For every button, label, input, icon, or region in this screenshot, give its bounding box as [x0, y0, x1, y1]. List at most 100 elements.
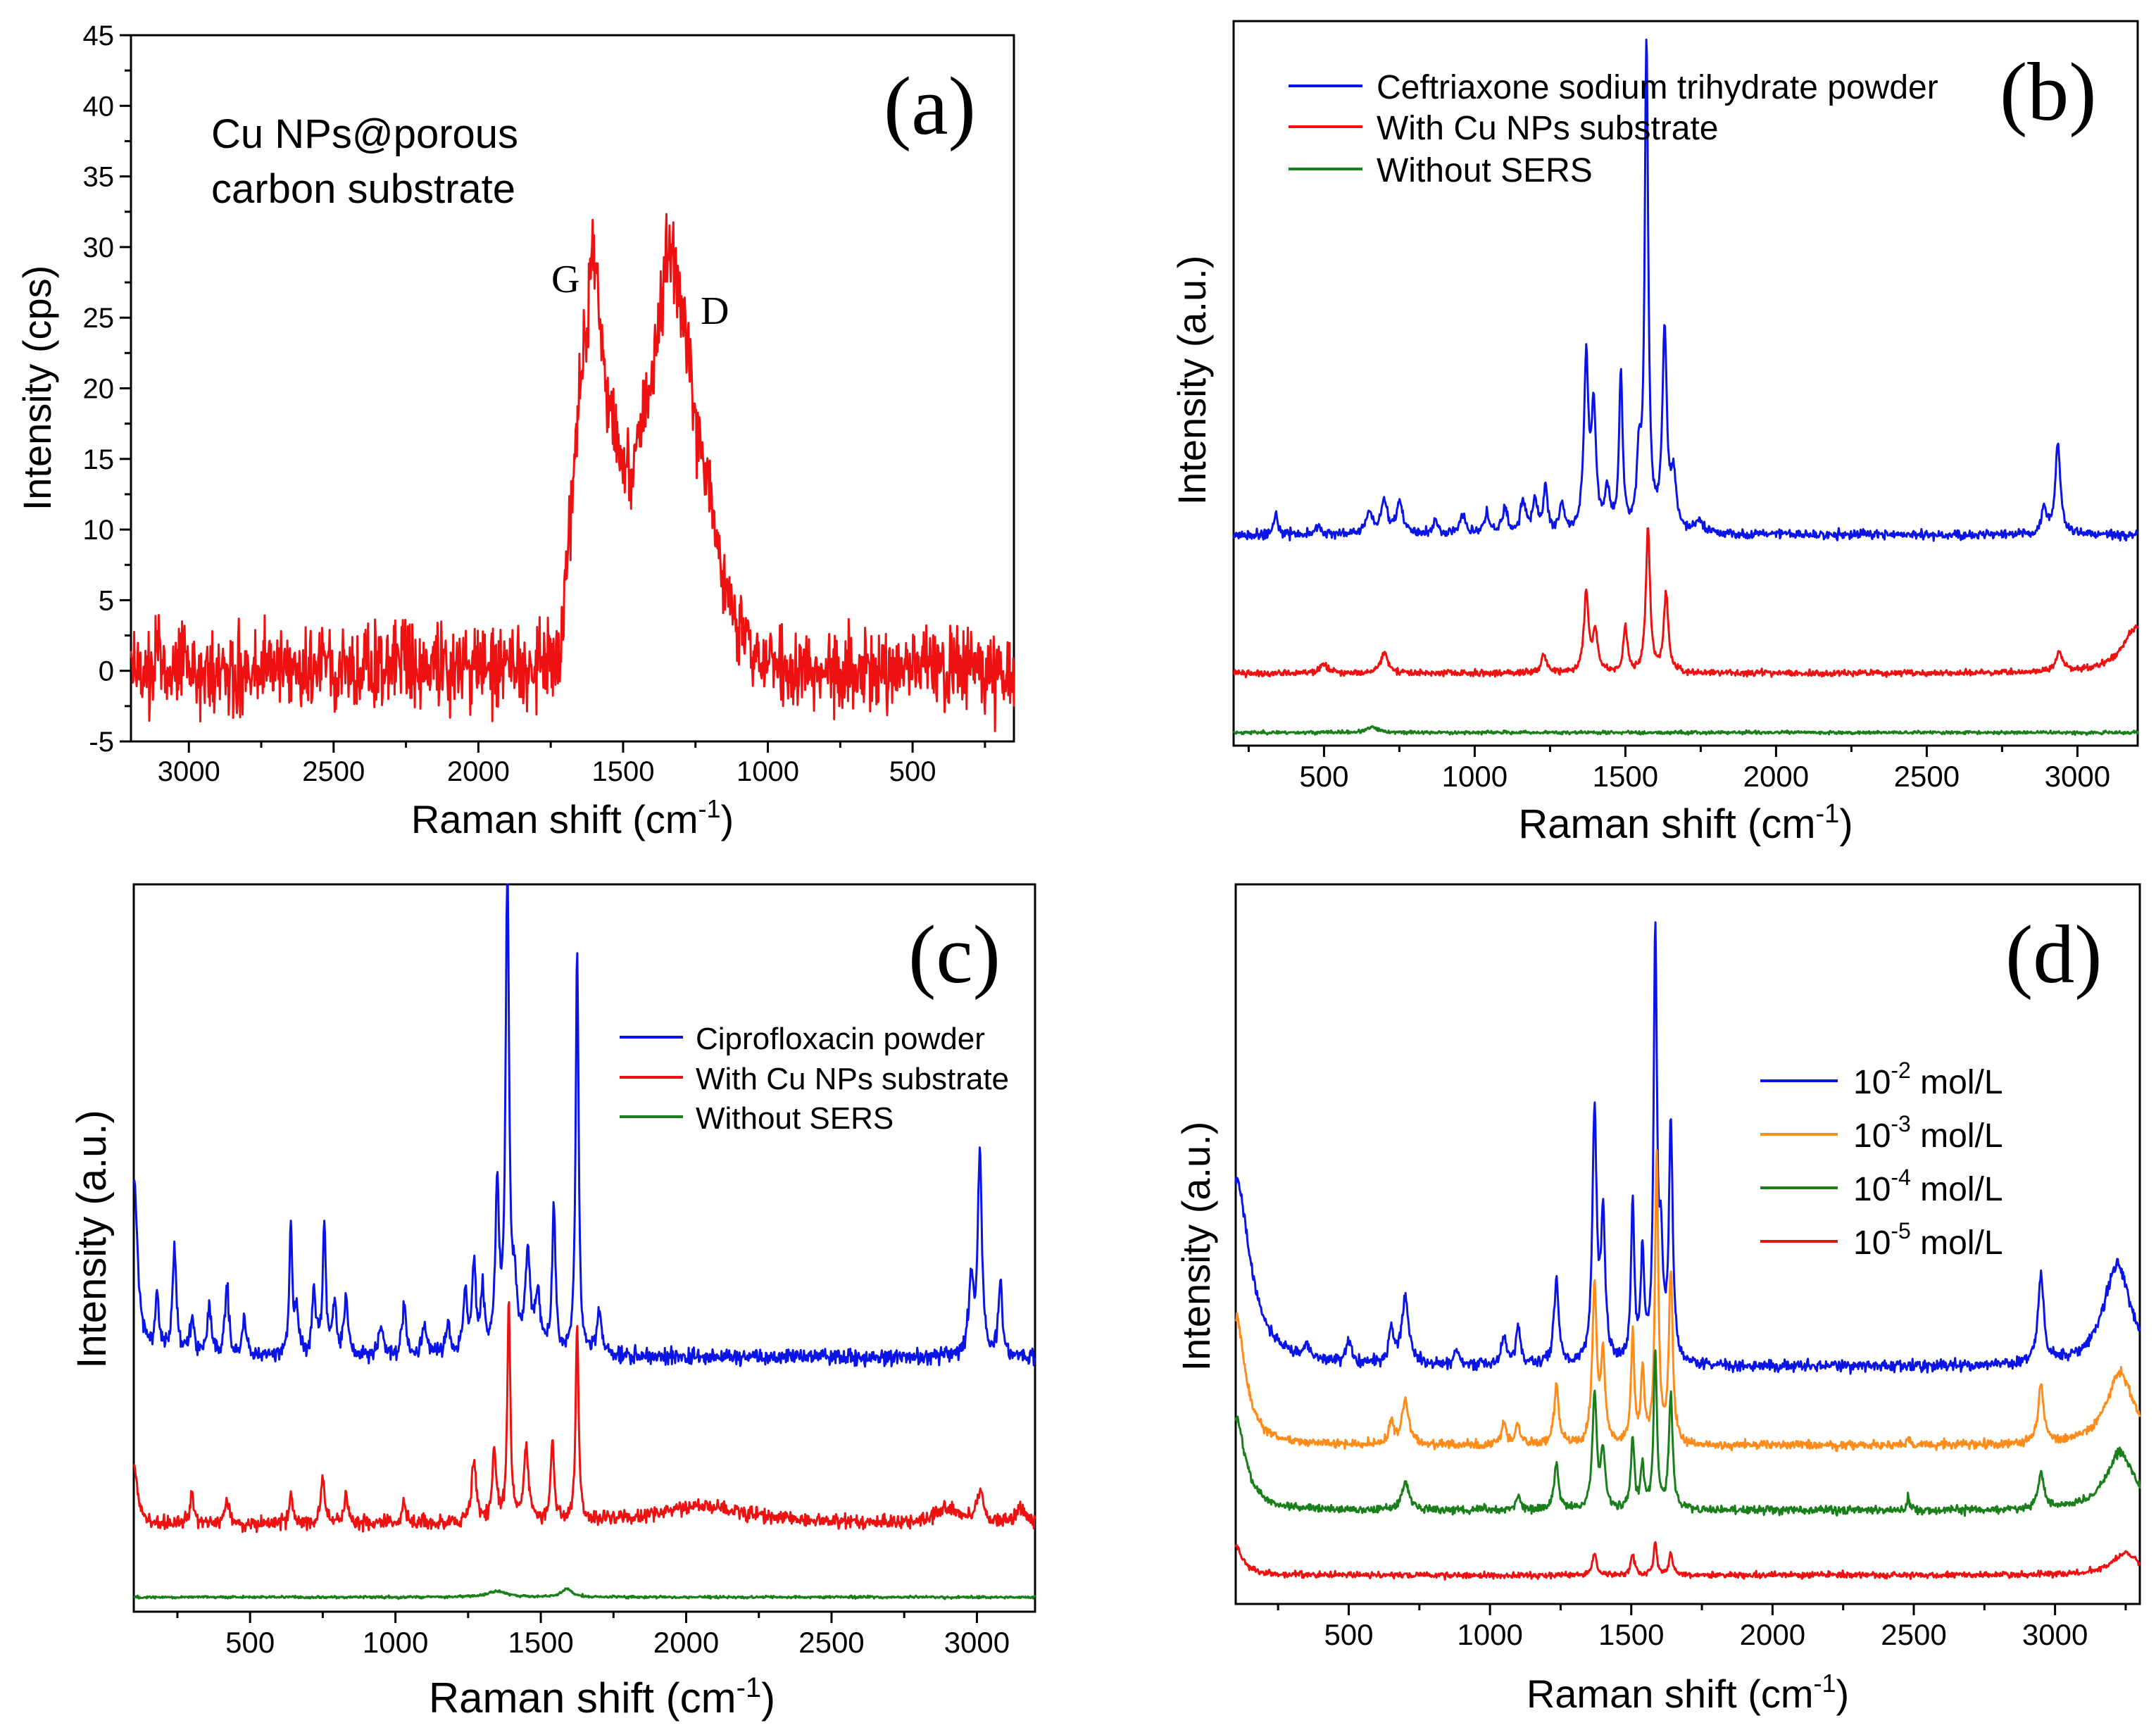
- x-axis-label-b: Raman shift (cm-1): [1518, 799, 1853, 847]
- legend-b-label-2: With Cu NPs substrate: [1377, 110, 1718, 147]
- x-tick-label-c-1500: 1500: [508, 1626, 573, 1659]
- panel-d: 500 1000 1500 2000 2500 3000 (d) 10-2 mol/L 1…: [1174, 883, 2141, 1716]
- series-b: [1232, 38, 2139, 736]
- x-tick-label-d-2500: 2500: [1881, 1618, 1946, 1651]
- y-axis-label-b: Intensity (a.u.): [1170, 256, 1214, 506]
- x-tick-label-a-2500: 2500: [302, 756, 365, 787]
- x-axis-label-d-main: Raman shift (cm: [1527, 1672, 1814, 1716]
- x-tick-label-b-2500: 2500: [1894, 760, 1960, 793]
- legend-d-label-3: 10-4 mol/L: [1853, 1165, 2003, 1208]
- y-axis-label-c: Intensity (a.u.): [69, 1110, 115, 1368]
- x-tick-label-c-2500: 2500: [798, 1626, 864, 1659]
- y-axis-label-d: Intensity (a.u.): [1174, 1122, 1218, 1372]
- x-tick-label-b-1500: 1500: [1593, 760, 1658, 793]
- x-axis-label-a-sup: -1: [698, 794, 720, 823]
- legend-d-base-4: 10: [1853, 1224, 1891, 1262]
- x-axis-label-d: Raman shift (cm-1): [1527, 1669, 1849, 1716]
- peak-label-d: D: [701, 289, 729, 333]
- x-axis-label-d-sup: -1: [1813, 1669, 1836, 1698]
- x-axis-label-b-end: ): [1839, 801, 1853, 847]
- x-tick-label-a-2000: 2000: [447, 756, 510, 787]
- x-tick-label-b-500: 500: [1299, 760, 1348, 793]
- series-line-d-3: [1234, 1349, 2141, 1517]
- x-tick-label-c-1000: 1000: [363, 1626, 428, 1659]
- x-tick-label-a-1500: 1500: [591, 756, 654, 787]
- legend-d-label-2: 10-3 mol/L: [1853, 1111, 2003, 1155]
- x-tick-label-b-1000: 1000: [1442, 760, 1508, 793]
- legend-d-unit-2: mol/L: [1911, 1117, 2003, 1155]
- panel-label-c: (c): [908, 908, 1001, 1001]
- panel-b: 500 1000 1500 2000 2500 3000 (b) Ceftriaxone …: [1170, 20, 2139, 847]
- annotation-line-1: Cu NPs@porous: [211, 111, 518, 157]
- x-tick-label-c-3000: 3000: [944, 1626, 1010, 1659]
- y-tick-label-a-10: 10: [83, 515, 115, 546]
- legend-d-unit-1: mol/L: [1911, 1064, 2003, 1101]
- series-line-d-2: [1234, 1149, 2141, 1453]
- legend-b: Ceftriaxone sodium trihydrate powder Wit…: [1289, 69, 1938, 189]
- series-line-c-3: [133, 1587, 1036, 1600]
- legend-d: 10-2 mol/L 10-3 mol/L 10-4 mol/L 10-5 mo…: [1760, 1058, 2003, 1262]
- x-tick-label-d-3000: 3000: [2022, 1618, 2088, 1651]
- x-axis-label-a: Raman shift (cm-1): [411, 794, 734, 841]
- series-line-b-1: [1232, 38, 2139, 542]
- x-tick-label-d-2000: 2000: [1740, 1618, 1805, 1651]
- legend-d-base-3: 10: [1853, 1171, 1891, 1208]
- series-d: [1234, 921, 2141, 1581]
- panel-label-a: (a): [884, 60, 976, 152]
- series-c: [132, 883, 1036, 1600]
- y-tick-label-a-35: 35: [83, 162, 115, 193]
- x-axis-label-c-end: ): [761, 1674, 775, 1722]
- x-axis-label-d-end: ): [1836, 1672, 1850, 1716]
- ticks-c: 500 1000 1500 2000 2500 3000: [176, 1612, 1010, 1659]
- x-axis-label-c-main: Raman shift (cm: [429, 1674, 737, 1722]
- legend-d-exp-4: -5: [1891, 1218, 1910, 1243]
- x-tick-label-a-1000: 1000: [737, 756, 799, 787]
- panel-c: 500 1000 1500 2000 2500 3000 (c) Ciprofloxaci…: [69, 883, 1036, 1722]
- legend-c-label-2: With Cu NPs substrate: [696, 1062, 1009, 1096]
- x-tick-label-d-500: 500: [1324, 1618, 1373, 1651]
- legend-d-label-4: 10-5 mol/L: [1853, 1218, 2003, 1262]
- y-tick-label-a-20: 20: [83, 374, 115, 405]
- legend-d-base-1: 10: [1853, 1064, 1891, 1101]
- x-axis-label-a-main: Raman shift (cm: [411, 797, 698, 841]
- plot-frame-d: [1234, 883, 2141, 1605]
- legend-b-label-3: Without SERS: [1377, 152, 1593, 189]
- series-line-a-1: [130, 213, 1015, 732]
- x-axis-label-c-sup: -1: [737, 1672, 762, 1703]
- series-line-d-1: [1234, 921, 2141, 1375]
- series-line-c-2: [132, 1300, 1036, 1534]
- series-line-d-4: [1234, 1541, 2141, 1581]
- x-tick-label-d-1000: 1000: [1457, 1618, 1522, 1651]
- legend-b-label-1: Ceftriaxone sodium trihydrate powder: [1377, 69, 1938, 106]
- y-tick-label-a-40: 40: [83, 91, 115, 122]
- y-tick-label-a--5: -5: [89, 727, 114, 758]
- legend-c-label-1: Ciprofloxacin powder: [696, 1022, 985, 1056]
- series-line-b-2: [1233, 527, 2139, 679]
- y-axis-label-a: Intensity (cps): [15, 265, 59, 511]
- x-tick-label-b-3000: 3000: [2045, 760, 2110, 793]
- legend-d-label-1: 10-2 mol/L: [1853, 1058, 2003, 1101]
- x-axis-label-b-main: Raman shift (cm: [1518, 801, 1815, 847]
- legend-d-unit-4: mol/L: [1911, 1224, 2003, 1262]
- legend-d-exp-2: -3: [1891, 1111, 1910, 1136]
- y-tick-label-a-45: 45: [83, 20, 115, 51]
- legend-d-base-2: 10: [1853, 1117, 1891, 1155]
- series-line-b-3: [1232, 725, 2139, 736]
- annotation-line-2: carbon substrate: [211, 166, 515, 212]
- x-axis-label-a-end: ): [721, 797, 734, 841]
- peak-label-g: G: [551, 258, 579, 301]
- series-a: [130, 213, 1015, 732]
- legend-d-unit-3: mol/L: [1911, 1171, 2003, 1208]
- plot-frame-c: [132, 883, 1036, 1613]
- y-tick-label-a-25: 25: [83, 303, 115, 334]
- panel-label-d: (d): [2005, 908, 2102, 1001]
- y-tick-label-a-30: 30: [83, 232, 115, 263]
- x-axis-label-b-sup: -1: [1816, 799, 1840, 829]
- ticks-a: 500 1000 1500 2000 2500 3000 -5 0 5 10 15 20 25 30 35 4…: [83, 20, 986, 787]
- y-tick-label-a-15: 15: [83, 444, 115, 475]
- legend-d-exp-3: -4: [1891, 1165, 1910, 1190]
- x-tick-label-c-500: 500: [225, 1626, 275, 1659]
- ticks-d: 500 1000 1500 2000 2500 3000: [1277, 1604, 2127, 1651]
- y-tick-label-a-0: 0: [99, 656, 114, 687]
